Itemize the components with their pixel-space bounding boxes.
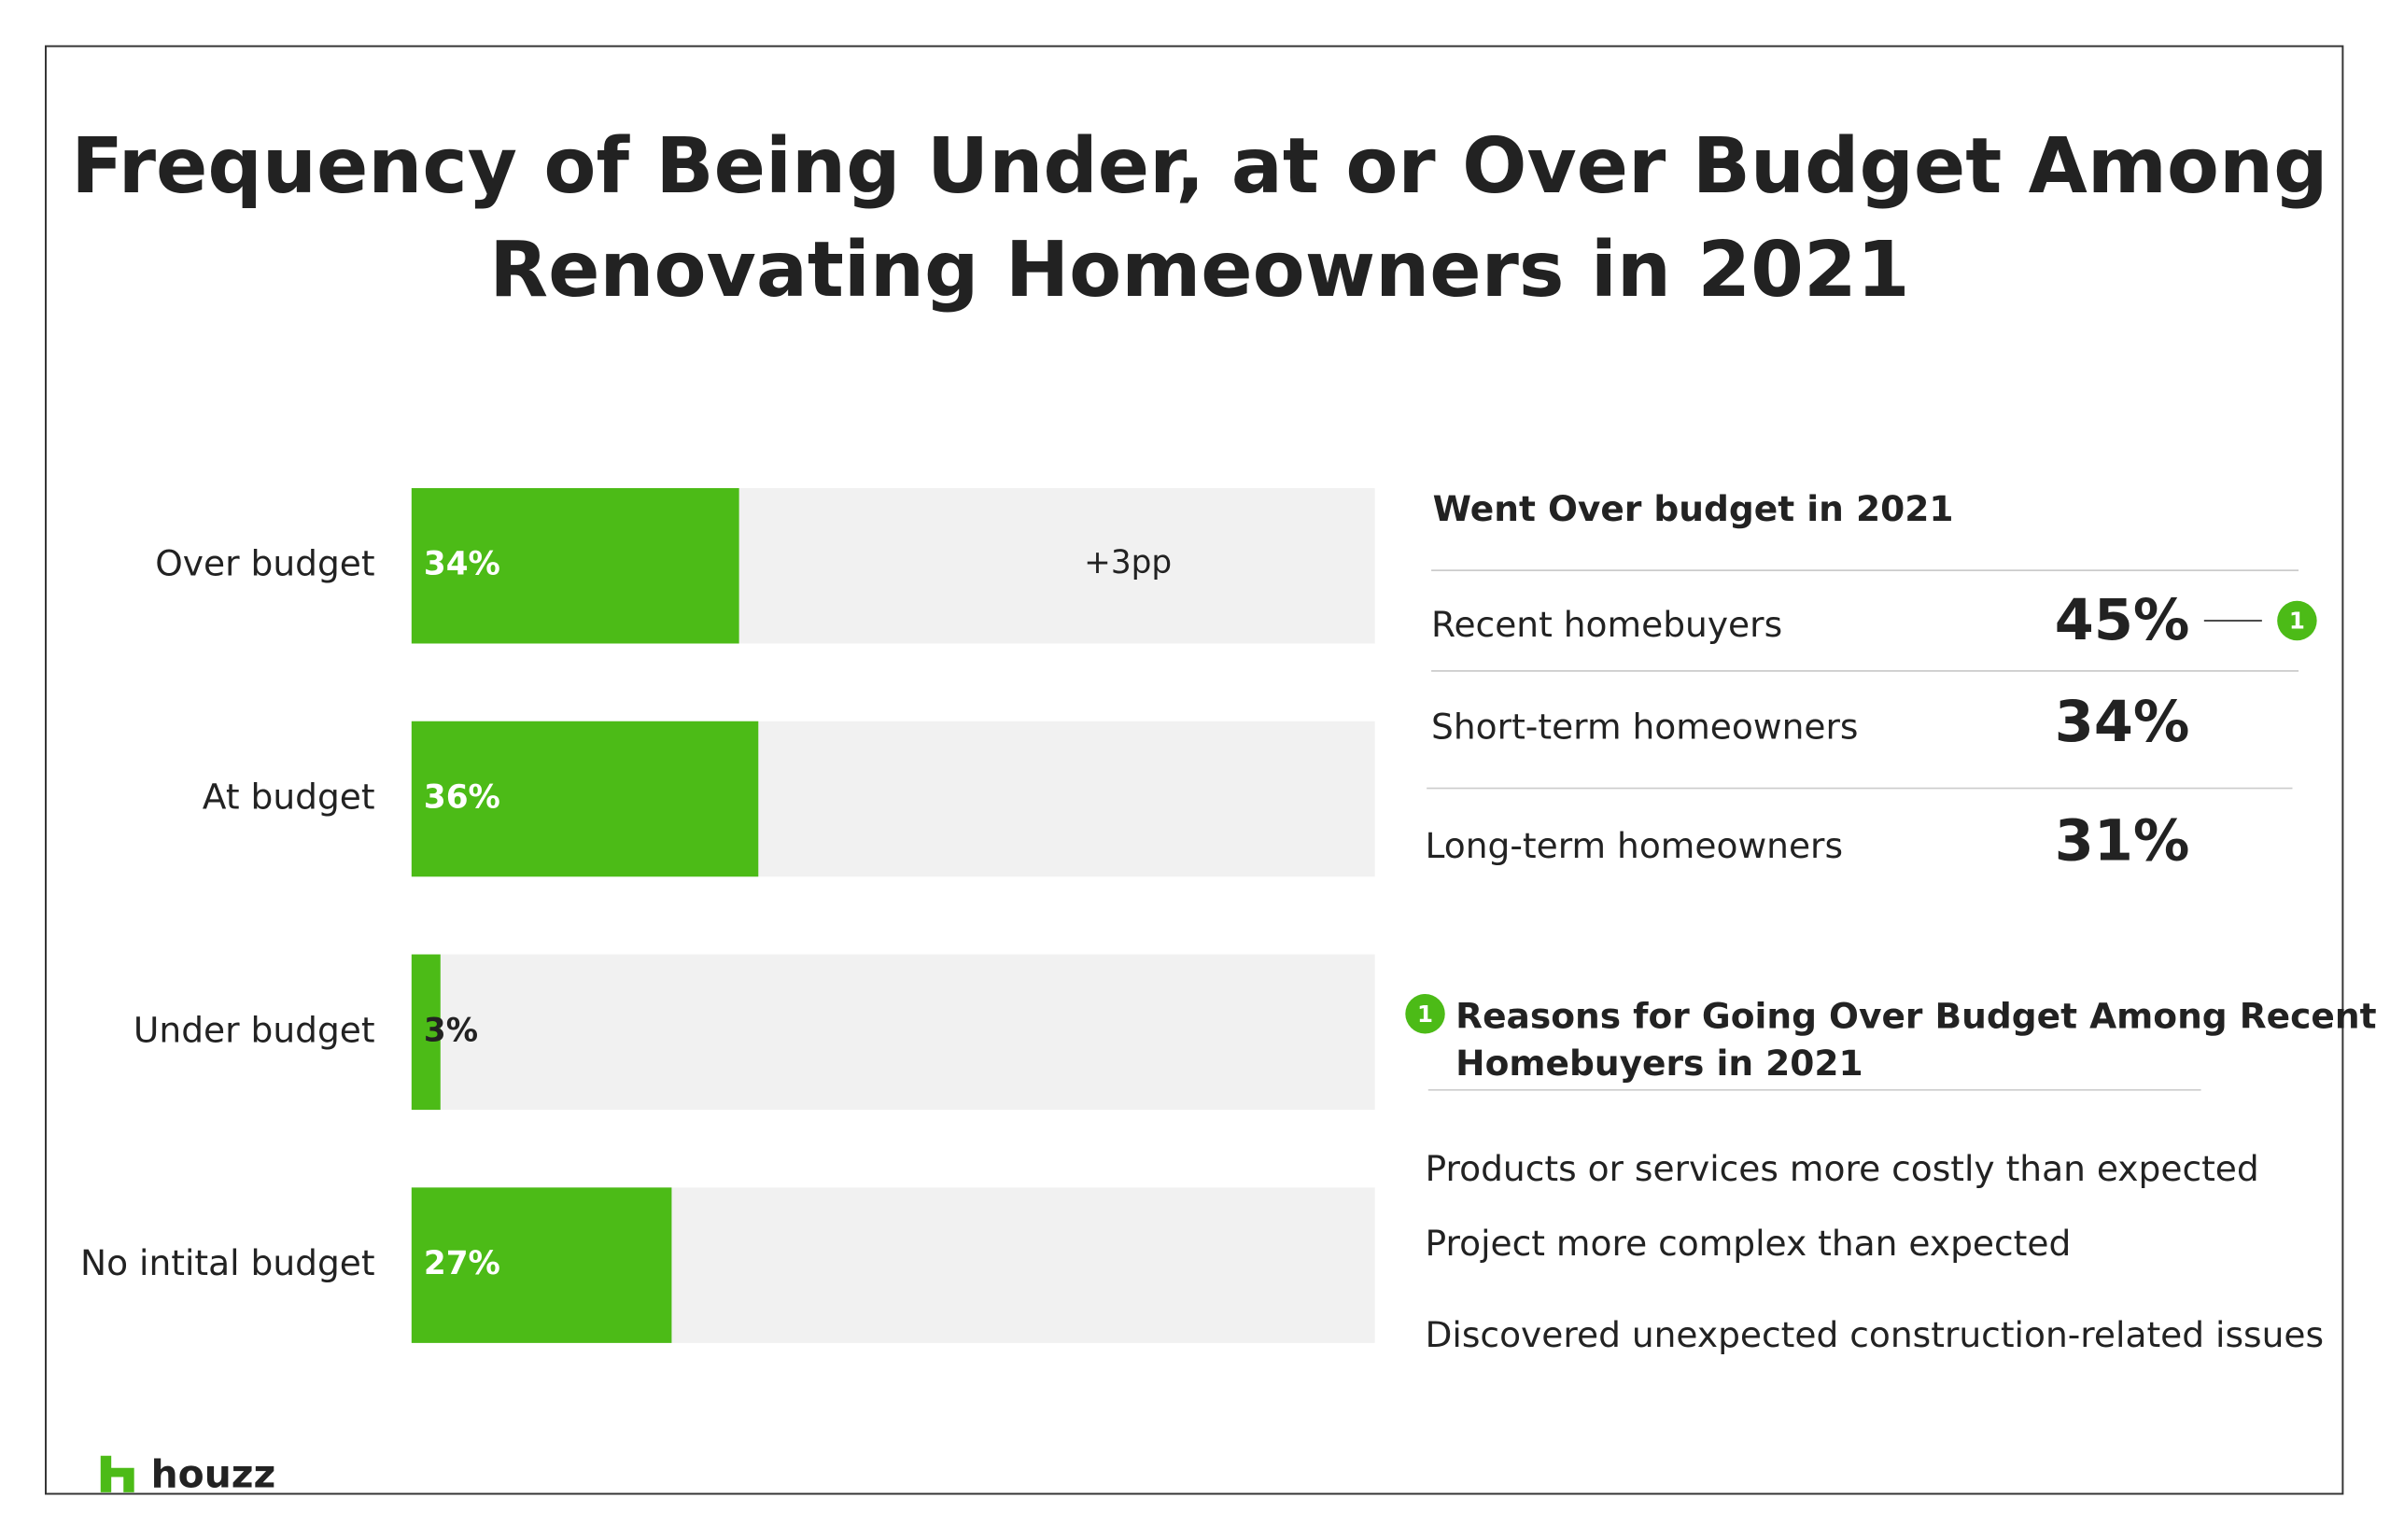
value-label: 27% [424, 1245, 500, 1282]
row-label: Long-term homeowners [1426, 825, 1844, 866]
marker-text: 1 [2289, 608, 2305, 635]
row-value: 34% [2055, 690, 2190, 755]
bar-track [411, 954, 1375, 1111]
bar [411, 1187, 672, 1343]
y-tick-label: At budget [203, 777, 375, 818]
marker-badge [2277, 600, 2317, 641]
value-label: 34% [424, 546, 500, 583]
reasons-heading: Homebuyers in 2021 [1455, 1043, 1863, 1084]
value-label: 3% [424, 1012, 478, 1049]
row-label: Recent homebuyers [1431, 604, 1782, 645]
bar [411, 721, 759, 877]
logo-icon [100, 1455, 134, 1492]
reasons-heading: Reasons for Going Over Budget Among Rece… [1455, 996, 2376, 1037]
chart-title: Frequency of Being Under, at or Over Bud… [71, 122, 2327, 211]
reason: Discovered unexpected construction-relat… [1426, 1314, 2325, 1355]
row-value: 31% [2055, 809, 2190, 875]
marker-badge [1405, 994, 1445, 1034]
y-tick-label: Over budget [155, 543, 374, 584]
bar [411, 487, 739, 644]
annotation: +3pp [1084, 544, 1172, 581]
logo: houzz [151, 1452, 276, 1497]
row-value: 45% [2055, 588, 2190, 653]
y-tick-label: No intital budget [80, 1242, 375, 1283]
reason: Project more complex than expected [1426, 1223, 2072, 1264]
frame [45, 45, 2344, 1495]
panel-heading: Went Over budget in 2021 [1433, 488, 1954, 529]
y-tick-label: Under budget [134, 1009, 375, 1050]
row-label: Short-term homeowners [1431, 706, 1858, 747]
marker-text: 1 [1417, 1001, 1433, 1028]
value-label: 36% [424, 779, 500, 817]
bar [411, 954, 441, 1111]
chart-title: Renovating Homeowners in 2021 [489, 226, 1909, 315]
reason: Products or services more costly than ex… [1426, 1148, 2259, 1189]
